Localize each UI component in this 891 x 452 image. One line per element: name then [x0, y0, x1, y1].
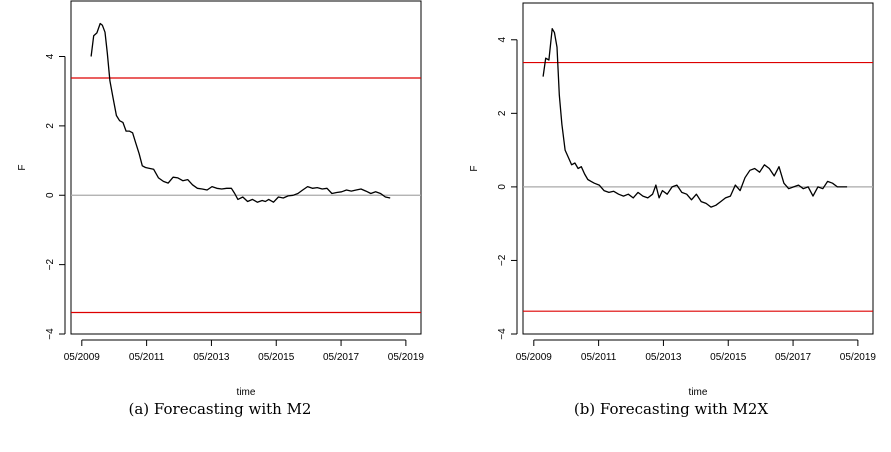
- y-tick-label: −2: [45, 258, 56, 270]
- y-tick-label: −4: [45, 328, 56, 340]
- x-tick-label: 05/2013: [193, 352, 230, 363]
- y-tick-label: −4: [497, 328, 508, 340]
- y-tick-label: 0: [45, 192, 56, 198]
- x-tick-label: 05/2011: [581, 352, 617, 363]
- chart-b-svg: −4 −2 0 2 4 05/2009 05/2011 05/2013 05/2015 05/20…: [469, 2, 877, 398]
- x-tick-label: 05/2011: [129, 352, 165, 363]
- y-tick-label: 4: [45, 53, 56, 59]
- x-tick-label: 05/2017: [775, 352, 812, 363]
- x-axis-label: time: [689, 387, 708, 398]
- series-line: [542, 28, 848, 208]
- x-tick-label: 05/2013: [645, 352, 682, 363]
- y-tick-label: 2: [497, 110, 508, 116]
- x-tick-label: 05/2015: [258, 352, 295, 363]
- y-tick-label: 4: [497, 37, 508, 43]
- chart-panel-a: −4 −2 0 2 4 05/2009 05/2011 05/2013 05/2015 05/20…: [0, 0, 440, 452]
- chart-a-svg: −4 −2 0 2 4 05/2009 05/2011 05/2013 05/2015 05/20…: [17, 0, 425, 398]
- plot-frame: [522, 2, 874, 335]
- chart-panel-b: −4 −2 0 2 4 05/2009 05/2011 05/2013 05/2015 05/20…: [451, 0, 891, 452]
- x-tick-label: 05/2017: [323, 352, 360, 363]
- x-tick-label: 05/2015: [710, 352, 747, 363]
- y-tick-label: 0: [497, 184, 508, 190]
- y-tick-label: 2: [45, 123, 56, 129]
- plot-frame: [70, 0, 422, 335]
- x-tick-label: 05/2009: [516, 352, 553, 363]
- x-tick-label: 05/2009: [64, 352, 101, 363]
- x-tick-label: 05/2019: [840, 352, 877, 363]
- x-tick-label: 05/2019: [388, 352, 425, 363]
- chart-b-caption: (b) Forecasting with M2X: [573, 400, 769, 418]
- y-tick-label: −2: [497, 254, 508, 266]
- y-axis-label: F: [17, 164, 28, 170]
- y-axis-label: F: [469, 165, 480, 171]
- series-line: [90, 22, 391, 203]
- x-axis-label: time: [237, 387, 256, 398]
- chart-a-caption: (a) Forecasting with M2: [128, 400, 312, 418]
